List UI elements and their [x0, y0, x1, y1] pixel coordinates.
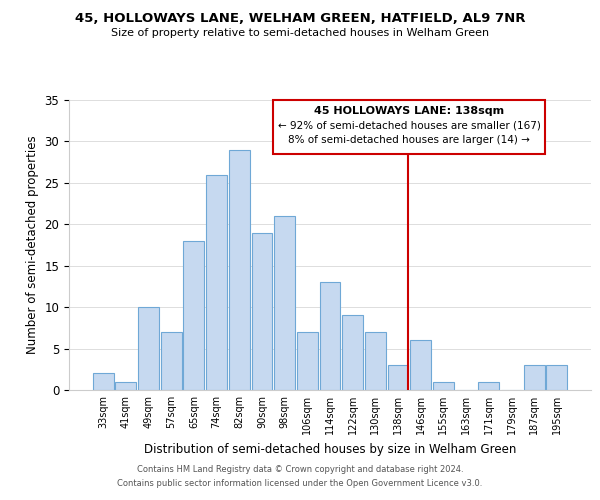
Bar: [184, 241, 205, 390]
Bar: [297, 332, 318, 390]
X-axis label: Distribution of semi-detached houses by size in Welham Green: Distribution of semi-detached houses by …: [144, 442, 516, 456]
Text: ← 92% of semi-detached houses are smaller (167): ← 92% of semi-detached houses are smalle…: [278, 120, 541, 130]
Bar: [251, 232, 272, 390]
Bar: [229, 150, 250, 390]
Bar: [365, 332, 386, 390]
Text: Size of property relative to semi-detached houses in Welham Green: Size of property relative to semi-detach…: [111, 28, 489, 38]
Bar: [433, 382, 454, 390]
Text: Contains HM Land Registry data © Crown copyright and database right 2024.
Contai: Contains HM Land Registry data © Crown c…: [118, 466, 482, 487]
Text: 45 HOLLOWAYS LANE: 138sqm: 45 HOLLOWAYS LANE: 138sqm: [314, 106, 505, 116]
Bar: [320, 282, 340, 390]
Bar: [274, 216, 295, 390]
Bar: [524, 365, 545, 390]
Bar: [161, 332, 182, 390]
Bar: [115, 382, 136, 390]
Text: 8% of semi-detached houses are larger (14) →: 8% of semi-detached houses are larger (1…: [289, 135, 530, 145]
Text: 45, HOLLOWAYS LANE, WELHAM GREEN, HATFIELD, AL9 7NR: 45, HOLLOWAYS LANE, WELHAM GREEN, HATFIE…: [75, 12, 525, 26]
Bar: [388, 365, 409, 390]
Bar: [410, 340, 431, 390]
Bar: [342, 316, 363, 390]
Bar: [206, 174, 227, 390]
Bar: [138, 307, 159, 390]
Bar: [93, 374, 113, 390]
Bar: [478, 382, 499, 390]
Bar: [547, 365, 567, 390]
FancyBboxPatch shape: [273, 100, 545, 154]
Y-axis label: Number of semi-detached properties: Number of semi-detached properties: [26, 136, 39, 354]
